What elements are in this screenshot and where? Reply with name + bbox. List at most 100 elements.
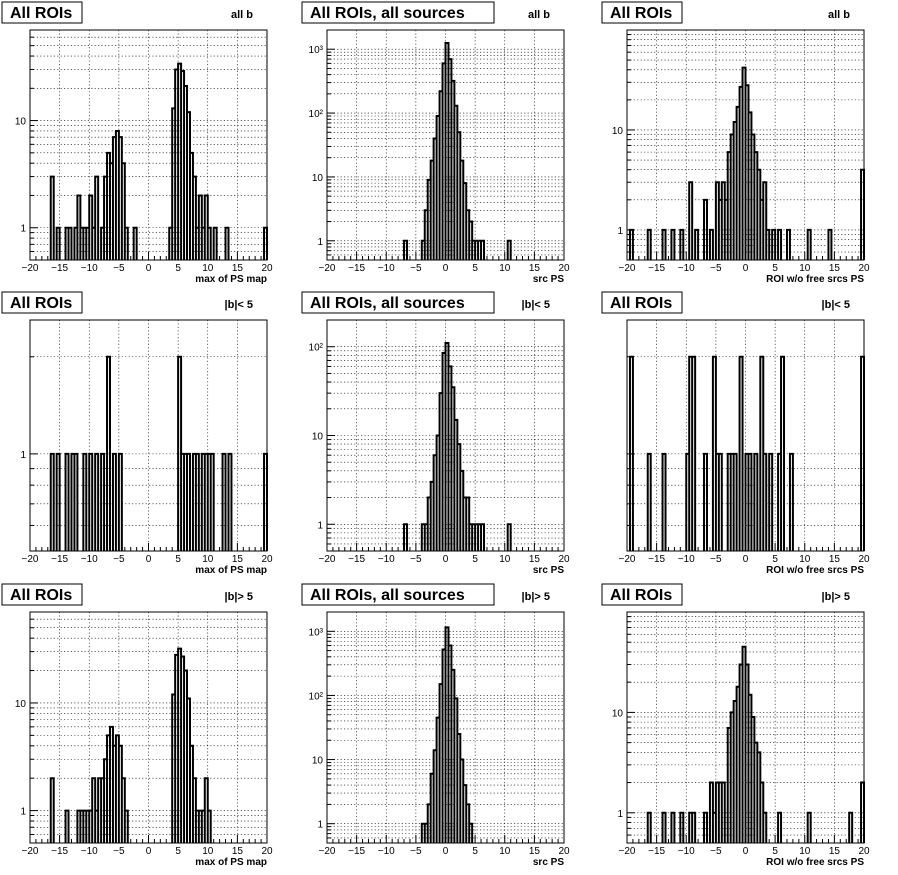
title-box bbox=[301, 583, 495, 606]
panel-title: All ROIs, all sources bbox=[310, 295, 465, 312]
title-box bbox=[601, 1, 683, 24]
histogram-bins bbox=[403, 342, 512, 551]
x-tick-label: −10 bbox=[81, 263, 98, 274]
y-tick-label: 10 bbox=[15, 699, 27, 710]
x-axis-title: src PS bbox=[533, 565, 564, 576]
x-tick-label: −20 bbox=[619, 554, 636, 565]
x-tick-label: 15 bbox=[829, 846, 841, 857]
x-tick-label: −15 bbox=[51, 554, 68, 565]
x-tick-label: −15 bbox=[348, 554, 365, 565]
x-tick-label: 10 bbox=[202, 263, 214, 274]
x-tick-label: 20 bbox=[858, 554, 870, 565]
panel-title: All ROIs, all sources bbox=[310, 5, 465, 22]
x-tick-label: 20 bbox=[261, 846, 273, 857]
y-tick-label: 1 bbox=[617, 809, 623, 820]
x-tick-label: 5 bbox=[472, 263, 478, 274]
selection-label: |b|> 5 bbox=[225, 591, 253, 603]
x-tick-label: 10 bbox=[799, 846, 811, 857]
x-tick-label: 15 bbox=[829, 554, 841, 565]
x-tick-label: 0 bbox=[443, 846, 449, 857]
x-tick-label: 0 bbox=[443, 554, 449, 565]
x-tick-label: 20 bbox=[261, 263, 273, 274]
y-tick-label: 1 bbox=[20, 450, 26, 461]
x-tick-label: 5 bbox=[772, 263, 778, 274]
title-box bbox=[601, 291, 683, 314]
histogram-bins bbox=[49, 647, 212, 843]
x-tick-label: −20 bbox=[22, 554, 39, 565]
x-tick-label: 10 bbox=[799, 263, 811, 274]
panel-title: All ROIs bbox=[610, 587, 672, 604]
title-box bbox=[601, 583, 683, 606]
x-tick-label: −5 bbox=[113, 846, 125, 857]
x-tick-label: 0 bbox=[743, 263, 749, 274]
x-tick-label: 15 bbox=[529, 554, 541, 565]
selection-label: all b bbox=[828, 9, 850, 21]
x-tick-label: −15 bbox=[51, 263, 68, 274]
x-tick-label: −20 bbox=[22, 846, 39, 857]
y-tick-label: 10 bbox=[312, 173, 324, 184]
selection-label: |b|< 5 bbox=[522, 299, 550, 311]
x-tick-label: 20 bbox=[558, 554, 570, 565]
selection-label: all b bbox=[528, 9, 550, 21]
y-tick-label: 1 bbox=[20, 224, 26, 235]
title-box bbox=[1, 583, 83, 606]
panel-title: All ROIs bbox=[10, 295, 72, 312]
y-tick-label: 10² bbox=[309, 109, 324, 120]
selection-label: |b|< 5 bbox=[225, 299, 253, 311]
x-tick-label: −5 bbox=[410, 263, 422, 274]
x-tick-label: −5 bbox=[113, 554, 125, 565]
x-tick-label: −20 bbox=[619, 263, 636, 274]
x-tick-label: 0 bbox=[146, 263, 152, 274]
x-tick-label: −15 bbox=[648, 554, 665, 565]
x-tick-label: 10 bbox=[499, 846, 511, 857]
x-tick-label: 0 bbox=[146, 554, 152, 565]
panel-title: All ROIs bbox=[610, 5, 672, 22]
x-axis-title: src PS bbox=[533, 857, 564, 868]
x-tick-label: 15 bbox=[829, 263, 841, 274]
y-tick-label: 10 bbox=[612, 708, 624, 719]
x-axis-title: max of PS map bbox=[195, 565, 267, 576]
x-axis-title: ROI w/o free srcs PS bbox=[766, 274, 864, 285]
x-tick-label: 10 bbox=[202, 554, 214, 565]
x-axis-title: max of PS map bbox=[195, 857, 267, 868]
x-tick-label: −15 bbox=[348, 263, 365, 274]
x-tick-label: 10 bbox=[499, 554, 511, 565]
y-tick-label: 10 bbox=[15, 117, 27, 128]
y-tick-label: 10³ bbox=[309, 45, 324, 56]
x-tick-label: 15 bbox=[232, 263, 244, 274]
panel-title: All ROIs bbox=[10, 587, 72, 604]
histogram-bins bbox=[49, 355, 268, 551]
x-tick-label: −5 bbox=[710, 263, 722, 274]
x-tick-label: −10 bbox=[378, 846, 395, 857]
x-tick-label: 10 bbox=[499, 263, 511, 274]
x-tick-label: −15 bbox=[348, 846, 365, 857]
x-tick-label: 5 bbox=[772, 846, 778, 857]
x-tick-label: 10 bbox=[799, 554, 811, 565]
x-tick-label: −5 bbox=[410, 554, 422, 565]
title-box bbox=[301, 291, 495, 314]
x-tick-label: −20 bbox=[22, 263, 39, 274]
x-tick-label: 0 bbox=[743, 846, 749, 857]
x-tick-label: 20 bbox=[858, 846, 870, 857]
x-tick-label: −15 bbox=[648, 263, 665, 274]
y-tick-label: 10² bbox=[309, 691, 324, 702]
y-tick-label: 1 bbox=[317, 820, 323, 831]
title-box bbox=[1, 291, 83, 314]
x-tick-label: −10 bbox=[378, 263, 395, 274]
y-tick-label: 1 bbox=[317, 237, 323, 248]
x-tick-label: −5 bbox=[710, 554, 722, 565]
title-box bbox=[1, 1, 83, 24]
x-tick-label: −10 bbox=[81, 554, 98, 565]
selection-label: |b|< 5 bbox=[822, 299, 850, 311]
histogram-panel-8: −20 −15 −10 −5 0 5 10 15 20 1 10 10² 10³ src PS All RO… bbox=[301, 583, 570, 868]
histogram-bins bbox=[646, 645, 865, 843]
x-tick-label: 20 bbox=[858, 263, 870, 274]
y-tick-label: 10³ bbox=[309, 627, 324, 638]
x-tick-label: 0 bbox=[743, 554, 749, 565]
x-tick-label: −20 bbox=[319, 263, 336, 274]
